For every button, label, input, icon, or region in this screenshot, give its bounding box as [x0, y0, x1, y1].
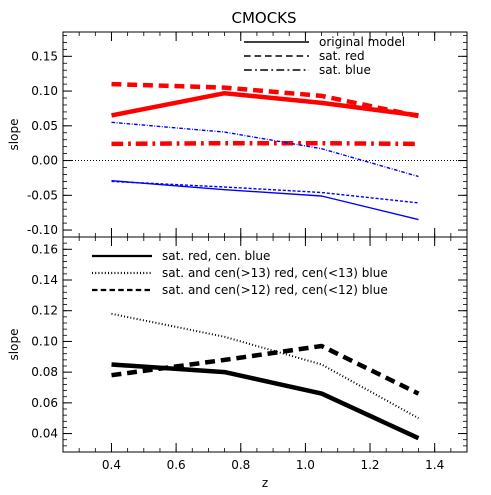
- top-panel: -0.10 -0.05 0.00 0.05 0.10 0.15 slope original …: [7, 31, 468, 238]
- y-tick-label: 0.08: [31, 365, 58, 379]
- y-tick-label: 0.10: [31, 334, 58, 348]
- x-tick-label: 1.2: [360, 458, 379, 472]
- y-tick-label: 0.04: [31, 427, 58, 441]
- y-tick-label: 0.15: [31, 49, 58, 63]
- bottom-panel: 0.04 0.06 0.08 0.10 0.12 0.14 0.16 0.4 0.6 0.8 1.0…: [7, 236, 468, 490]
- y-tick-label: -0.10: [27, 223, 58, 237]
- y-tick-label: 0.10: [31, 84, 58, 98]
- x-tick-label: 0.6: [167, 458, 186, 472]
- x-tick-label: 0.8: [231, 458, 250, 472]
- series-line-3: [111, 140, 419, 147]
- x-tick-label: 1.0: [296, 458, 315, 472]
- series-line-5: [111, 180, 419, 204]
- x-axis-label: z: [262, 476, 268, 490]
- legend-label: sat. and cen(>13) red, cen(<13) blue: [162, 266, 388, 280]
- plot-frame: [62, 236, 468, 453]
- y-tick-label: 0.14: [31, 273, 58, 287]
- legend-label: sat. blue: [319, 63, 371, 77]
- x-tick-label: 0.4: [102, 458, 121, 472]
- legend-label: original model: [319, 35, 405, 49]
- y-tick-label: 0.06: [31, 396, 58, 410]
- x-tick-label: 1.4: [425, 458, 444, 472]
- series-line-4: [111, 180, 419, 221]
- y-tick-label: -0.05: [27, 188, 58, 202]
- legend-label: sat. red, cen. blue: [162, 249, 270, 263]
- legend: sat. red, cen. blue sat. and cen(>13) red…: [92, 249, 388, 297]
- y-tick-label: 0.00: [31, 154, 58, 168]
- series-line-1: [111, 90, 419, 118]
- series-line-6: [111, 121, 419, 178]
- y-axis-label: slope: [7, 119, 21, 151]
- chart-title: CMOCKS: [231, 9, 296, 27]
- y-tick-label: 0.12: [31, 304, 58, 318]
- series-line-1: [111, 362, 420, 441]
- plot-frame: [62, 31, 468, 238]
- series-line-2: [111, 81, 419, 119]
- legend-label: sat. red: [319, 49, 365, 63]
- y-tick-label: 0.16: [31, 242, 58, 256]
- y-axis-label: slope: [7, 329, 21, 361]
- y-tick-label: 0.05: [31, 119, 58, 133]
- series-line-2: [111, 312, 419, 420]
- series-line-3: [111, 343, 420, 396]
- legend-label: sat. and cen(>12) red, cen(<12) blue: [162, 283, 388, 297]
